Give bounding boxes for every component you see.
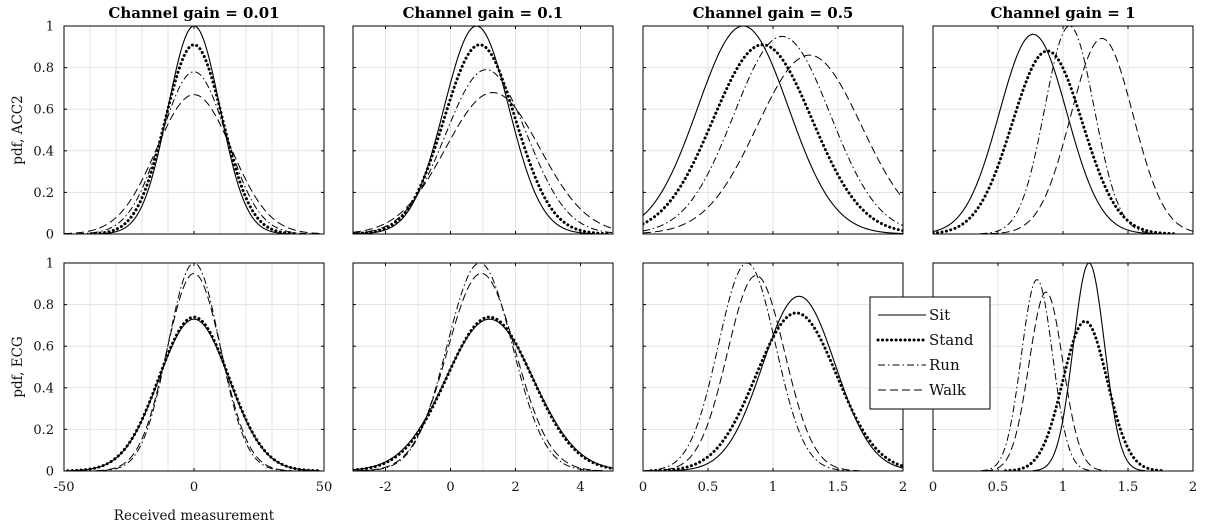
series-walk [985,291,1107,471]
panel-title: Channel gain = 0.1 [403,4,564,22]
curves [643,26,903,234]
x-tick-label: 0.5 [698,480,719,495]
x-tick-label: 0.5 [988,480,1009,495]
panel-r0-c2 [642,25,904,235]
y-tick-label: 0.2 [33,423,54,438]
series-stand [933,49,1176,234]
y-tick-label: 0 [46,465,54,480]
grid [64,26,324,234]
series-stand [66,315,322,471]
x-axis-label: Received measurement [114,508,275,524]
y-tick-label: 0.2 [33,186,54,201]
y-tick-label: 0.4 [33,144,54,159]
series-walk [653,274,860,471]
y-tick-label: 0.6 [33,103,54,118]
grid [933,26,1193,234]
curves [353,263,613,471]
series-run [980,279,1094,471]
panel-r1-c1: -2 0 2 4 [352,262,614,495]
x-tick-label: 50 [316,480,333,495]
x-tick-label: -2 [379,480,392,495]
x-tick-label: 2 [511,480,519,495]
x-tick-label: 1.5 [828,480,849,495]
x-tick-label: 2 [1189,480,1197,495]
y-tick-label: 1 [46,20,54,35]
axes-box [352,25,614,235]
series-sit [359,26,594,234]
series-sit [1032,263,1146,471]
legend-label-walk: Walk [929,381,967,399]
y-tick-label: 0.8 [33,61,54,76]
series-run [643,35,903,232]
x-tick-label: 2 [899,480,907,495]
x-tick-label: 1 [769,480,777,495]
series-stand [353,43,610,234]
series-walk [95,272,293,471]
x-tick-label: 0 [929,480,937,495]
series-run [100,263,288,471]
series-run [980,26,1159,234]
series-sit [100,26,288,234]
grid [353,26,613,234]
series-stand [1004,319,1167,471]
y-tick-label: 1 [46,257,54,272]
series-run [353,69,613,234]
series-walk [64,94,324,234]
series-stand [649,311,903,471]
grid [643,263,903,471]
panel-r1-c2: 0 0.5 1 1.5 2 [639,262,907,495]
panel-r0-c0: 0 0.2 0.4 0.6 0.8 1 [33,20,325,243]
curves [980,263,1167,471]
x-tick-label: 0 [446,480,454,495]
x-tick-label: -50 [54,480,75,495]
panel-title: Channel gain = 1 [990,4,1135,22]
series-run [362,263,597,471]
x-tick-label: 1.5 [1118,480,1139,495]
panel-title: Channel gain = 0.5 [693,4,854,22]
y-tick-label: 0.6 [33,340,54,355]
series-walk [353,92,613,233]
series-stand [353,315,613,471]
curves [933,26,1193,234]
legend: Sit Stand Run Walk [869,296,991,410]
x-tick-label: 0 [639,480,647,495]
series-sit [667,295,903,471]
series-run [76,71,312,234]
y-tick-label: 0.4 [33,381,54,396]
y-tick-label: 0.8 [33,298,54,313]
y-axis-label: pdf, ECG [10,336,26,397]
series-run [644,263,850,471]
legend-label-sit: Sit [929,306,950,324]
x-tick-label: 1 [1059,480,1067,495]
series-walk [358,272,605,471]
y-axis-label: pdf, ACC2 [10,95,26,164]
legend-label-stand: Stand [929,331,974,349]
curves [64,26,324,234]
grid [353,263,613,471]
curves [644,263,903,471]
curves [353,26,613,234]
panel-r0-c1 [352,25,614,235]
series-sit [643,26,903,234]
series-sit [933,33,1155,234]
axes-box [352,262,614,472]
x-tick-label: 4 [576,480,584,495]
grid [64,263,324,471]
panel-r0-c3 [932,25,1194,235]
series-stand [89,43,299,234]
panel-r1-c0: 00.20.40.60.81-50 0 50 [33,257,332,496]
series-stand [643,43,903,233]
y-tick-label: 0 [46,228,54,243]
series-walk [989,38,1193,234]
x-tick-label: 0 [190,480,198,495]
panel-title: Channel gain = 0.01 [108,4,279,22]
legend-label-run: Run [929,356,960,374]
curves [66,263,322,471]
